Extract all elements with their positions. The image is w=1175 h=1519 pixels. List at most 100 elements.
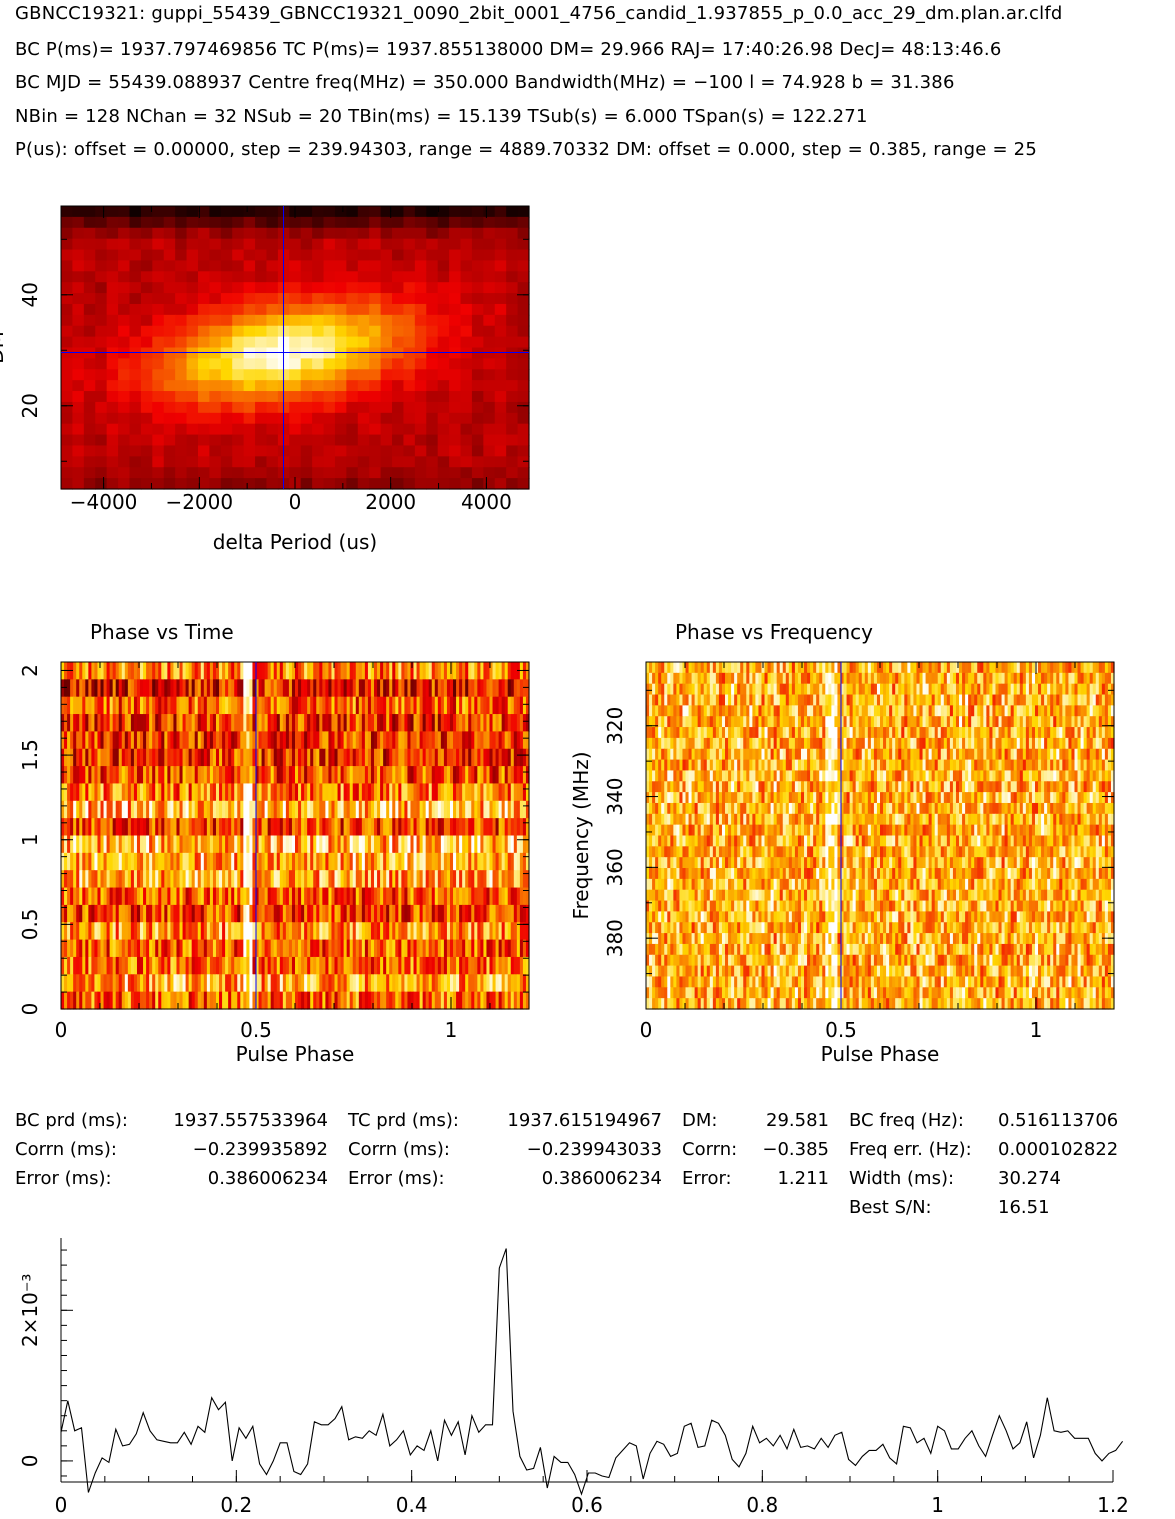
heat-cell [313, 904, 317, 923]
heat-cell [124, 818, 129, 837]
heat-cell [312, 216, 325, 229]
heat-cell [179, 748, 184, 767]
heat-cell [106, 887, 111, 906]
heat-cell [300, 391, 313, 403]
heat-cell [115, 991, 120, 1010]
heat-cell [291, 818, 296, 837]
heat-cell [109, 800, 114, 819]
heat-cell [200, 852, 205, 871]
heat-cell [667, 694, 671, 706]
heat-cell [661, 672, 665, 685]
heat-cell [471, 748, 475, 767]
heat-cell [170, 904, 175, 923]
heat-cell [323, 249, 336, 262]
heat-cell [480, 800, 485, 819]
heat-cell [152, 714, 156, 732]
heat-cell [186, 445, 199, 457]
heat-cell [164, 714, 168, 732]
heat-cell [152, 336, 165, 349]
heat-cell [419, 731, 424, 750]
heat-cell [767, 662, 772, 674]
heat-cell [76, 870, 80, 889]
heat-cell [270, 679, 275, 698]
heat-cell [328, 783, 333, 802]
heat-cell [100, 974, 105, 993]
heat-cell [471, 249, 484, 262]
heat-cell [243, 358, 256, 370]
heat-cell [676, 694, 681, 706]
heat-cell [143, 696, 147, 715]
heat-cell [270, 748, 275, 767]
heat-cell [234, 939, 238, 958]
heat-cell [266, 227, 279, 240]
heat-cell [164, 852, 168, 871]
heat-cell [658, 683, 662, 696]
heat-cell [449, 783, 454, 802]
heat-cell [79, 696, 83, 715]
heat-cell [136, 662, 141, 680]
heat-cell [194, 818, 199, 837]
heat-cell [209, 303, 222, 316]
heat-cell [61, 835, 65, 854]
heat-cell [115, 714, 120, 732]
heat-cell [155, 783, 159, 802]
heat-cell [959, 672, 963, 685]
heat-cell [343, 731, 348, 750]
heat-cell [446, 956, 451, 975]
heat-cell [140, 887, 144, 906]
heat-cell [225, 991, 229, 1010]
heat-cell [364, 748, 369, 767]
heat-cell [440, 904, 445, 923]
heat-cell [312, 358, 325, 370]
heat-cell [255, 818, 260, 837]
heat-cell [358, 766, 363, 785]
info-label: Freq err. (Hz): [849, 1139, 972, 1160]
heat-cell [434, 922, 439, 941]
heat-cell [495, 714, 500, 732]
heat-cell [507, 835, 512, 854]
heat-cell [389, 748, 393, 767]
heat-cell [188, 991, 193, 1010]
heat-cell [428, 852, 433, 871]
heat-cell [322, 922, 326, 941]
heat-cell [61, 391, 74, 403]
heat-cell [516, 956, 521, 975]
heat-cell [95, 303, 108, 316]
heat-cell [209, 974, 214, 993]
heat-cell [525, 922, 530, 941]
heat-cell [810, 683, 814, 696]
heat-cell [212, 870, 217, 889]
heat-cell [446, 835, 451, 854]
heat-cell [501, 887, 506, 906]
heat-cell [501, 679, 506, 698]
heat-cell [70, 748, 74, 767]
heat-cell [325, 696, 330, 715]
heat-cell [225, 852, 229, 871]
heat-cell [194, 800, 199, 819]
heat-cell [61, 922, 65, 941]
heat-cell [426, 434, 439, 447]
heat-cell [220, 282, 233, 294]
heat-cell [471, 380, 484, 392]
heat-cell [474, 870, 478, 889]
heat-cell [977, 662, 981, 674]
heat-cell [155, 818, 159, 837]
heat-cell [91, 800, 96, 819]
heat-cell [465, 714, 469, 732]
heat-cell [273, 714, 278, 732]
heat-cell [136, 904, 141, 923]
heat-cell [364, 714, 369, 732]
heat-cell [328, 662, 333, 680]
heat-cell [398, 662, 402, 680]
heat-cell [222, 835, 226, 854]
heat-cell [237, 974, 241, 993]
heat-cell [232, 445, 245, 457]
heat-cell [319, 800, 323, 819]
heat-cell [220, 467, 233, 479]
heat-cell [471, 974, 475, 993]
heat-cell [194, 870, 199, 889]
heat-cell [143, 974, 147, 993]
heat-cell [449, 293, 462, 305]
heat-cell [340, 974, 345, 993]
heat-cell [471, 216, 484, 229]
